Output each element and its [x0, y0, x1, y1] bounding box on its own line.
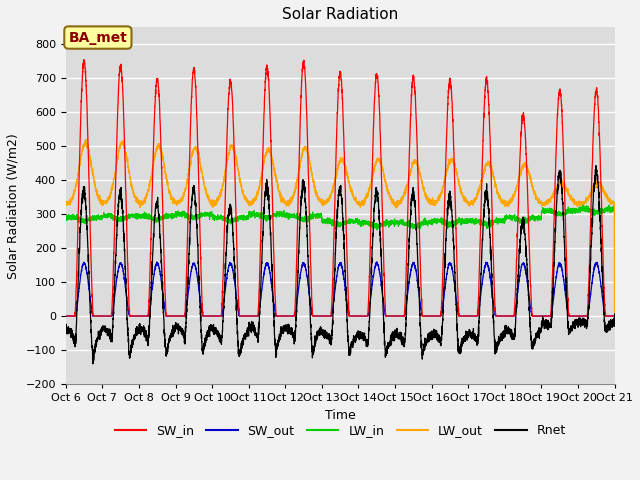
X-axis label: Time: Time — [324, 408, 356, 421]
Title: Solar Radiation: Solar Radiation — [282, 7, 398, 22]
Y-axis label: Solar Radiation (W/m2): Solar Radiation (W/m2) — [7, 133, 20, 278]
Legend: SW_in, SW_out, LW_in, LW_out, Rnet: SW_in, SW_out, LW_in, LW_out, Rnet — [109, 419, 571, 442]
Text: BA_met: BA_met — [68, 31, 127, 45]
